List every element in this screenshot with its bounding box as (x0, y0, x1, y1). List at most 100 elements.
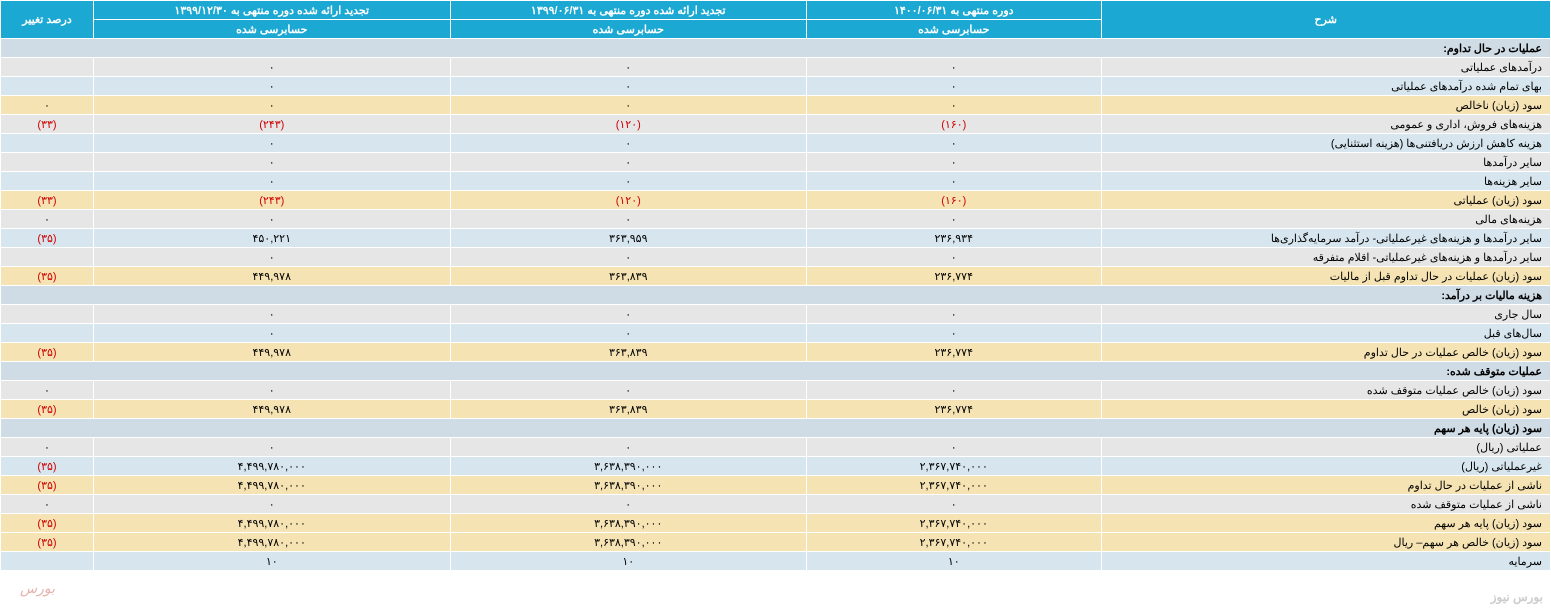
cell-pct: (۳۵) (1, 400, 94, 419)
cell-pct: (۳۵) (1, 343, 94, 362)
cell-c2: ۰ (450, 305, 807, 324)
row-desc: سایر درآمدها (1101, 153, 1551, 172)
table-row: سال‌های قبل۰۰۰ (1, 324, 1551, 343)
cell-c2: ۳,۶۳۸,۳۹۰,۰۰۰ (450, 476, 807, 495)
table-row: هزینه‌های مالی۰۰۰۰ (1, 210, 1551, 229)
table-row: هزینه کاهش ارزش دریافتنی‌ها (هزینه استثن… (1, 134, 1551, 153)
cell-c2: ۰ (450, 77, 807, 96)
cell-pct: (۳۵) (1, 514, 94, 533)
cell-c1: ۲۳۶,۷۷۴ (807, 267, 1102, 286)
row-desc: سایر درآمدها و هزینه‌های غیرعملیاتی- اقل… (1101, 248, 1551, 267)
cell-pct: ۰ (1, 210, 94, 229)
cell-pct: ۰ (1, 495, 94, 514)
watermark-text: بورس نیوز (1491, 590, 1543, 604)
cell-pct: (۳۵) (1, 457, 94, 476)
section-header: عملیات متوقف شده: (1, 362, 1551, 381)
cell-c3: ۰ (94, 438, 451, 457)
cell-pct (1, 552, 94, 571)
cell-c1: ۰ (807, 58, 1102, 77)
cell-c1: ۰ (807, 77, 1102, 96)
cell-c1: ۰ (807, 495, 1102, 514)
cell-c1: ۰ (807, 210, 1102, 229)
table-row: سود (زیان) عملیاتی(۱۶۰)(۱۲۰)(۲۴۳)(۳۳) (1, 191, 1551, 210)
table-row: سود (زیان) پایه هر سهم۲,۳۶۷,۷۴۰,۰۰۰۳,۶۳۸… (1, 514, 1551, 533)
row-desc: سود (زیان) عملیات در حال تداوم قبل از ما… (1101, 267, 1551, 286)
cell-c3: (۲۴۳) (94, 191, 451, 210)
cell-pct (1, 172, 94, 191)
row-desc: درآمدهای عملیاتی (1101, 58, 1551, 77)
cell-c1: ۲۳۶,۷۷۴ (807, 343, 1102, 362)
cell-c2: ۰ (450, 210, 807, 229)
cell-c3: ۴۴۹,۹۷۸ (94, 343, 451, 362)
cell-pct (1, 58, 94, 77)
cell-c3: ۰ (94, 172, 451, 191)
row-desc: سود (زیان) پایه هر سهم (1101, 514, 1551, 533)
cell-c3: ۰ (94, 495, 451, 514)
table-row: عملیات متوقف شده: (1, 362, 1551, 381)
table-header: شرح دوره منتهی به ۱۴۰۰/۰۶/۳۱ تجدید ارائه… (1, 1, 1551, 39)
table-row: سایر درآمدها و هزینه‌های غیرعملیاتی- اقل… (1, 248, 1551, 267)
table-row: سایر هزینه‌ها۰۰۰ (1, 172, 1551, 191)
row-desc: سال‌های قبل (1101, 324, 1551, 343)
row-desc: سود (زیان) عملیاتی (1101, 191, 1551, 210)
table-row: سود (زیان) خالص عملیات متوقف شده۰۰۰۰ (1, 381, 1551, 400)
cell-pct: (۳۳) (1, 191, 94, 210)
cell-c1: ۲۳۶,۷۷۴ (807, 400, 1102, 419)
cell-c2: ۰ (450, 438, 807, 457)
cell-c2: ۰ (450, 248, 807, 267)
header-desc: شرح (1101, 1, 1551, 39)
cell-pct (1, 248, 94, 267)
cell-c1: ۲۳۶,۹۳۴ (807, 229, 1102, 248)
cell-c2: (۱۲۰) (450, 191, 807, 210)
cell-c1: ۰ (807, 324, 1102, 343)
cell-c2: ۰ (450, 381, 807, 400)
table-row: درآمدهای عملیاتی۰۰۰ (1, 58, 1551, 77)
cell-c1: ۰ (807, 305, 1102, 324)
cell-c1: ۲,۳۶۷,۷۴۰,۰۰۰ (807, 457, 1102, 476)
header-c3-top: تجدید ارائه شده دوره منتهی به ۱۳۹۹/۱۲/۳۰ (94, 1, 451, 20)
table-row: سود (زیان) ناخالص۰۰۰۰ (1, 96, 1551, 115)
header-c2-sub: حسابرسی شده (450, 20, 807, 39)
cell-pct (1, 305, 94, 324)
cell-pct (1, 153, 94, 172)
cell-c1: ۰ (807, 381, 1102, 400)
row-desc: غیرعملیاتی (ریال) (1101, 457, 1551, 476)
table-row: عملیاتی (ریال)۰۰۰۰ (1, 438, 1551, 457)
cell-pct: ۰ (1, 96, 94, 115)
cell-c2: ۰ (450, 324, 807, 343)
row-desc: سال جاری (1101, 305, 1551, 324)
cell-c2: ۰ (450, 58, 807, 77)
section-header: عملیات در حال تداوم: (1, 39, 1551, 58)
cell-pct: (۳۵) (1, 267, 94, 286)
table-row: سود (زیان) خالص۲۳۶,۷۷۴۳۶۳,۸۳۹۴۴۹,۹۷۸(۳۵) (1, 400, 1551, 419)
cell-c2: ۳۶۳,۸۳۹ (450, 267, 807, 286)
section-header: سود (زیان) پایه هر سهم (1, 419, 1551, 438)
cell-c3: ۰ (94, 134, 451, 153)
row-desc: سایر درآمدها و هزینه‌های غیرعملیاتی- درآ… (1101, 229, 1551, 248)
table-row: سایر درآمدها۰۰۰ (1, 153, 1551, 172)
cell-c2: (۱۲۰) (450, 115, 807, 134)
cell-c1: ۰ (807, 96, 1102, 115)
table-row: هزینه مالیات بر درآمد: (1, 286, 1551, 305)
cell-c1: ۲,۳۶۷,۷۴۰,۰۰۰ (807, 514, 1102, 533)
cell-c3: (۲۴۳) (94, 115, 451, 134)
row-desc: ناشی از عملیات متوقف شده (1101, 495, 1551, 514)
table-row: عملیات در حال تداوم: (1, 39, 1551, 58)
cell-pct (1, 324, 94, 343)
table-row: غیرعملیاتی (ریال)۲,۳۶۷,۷۴۰,۰۰۰۳,۶۳۸,۳۹۰,… (1, 457, 1551, 476)
table-row: سود (زیان) پایه هر سهم (1, 419, 1551, 438)
header-c1-sub: حسابرسی شده (807, 20, 1102, 39)
row-desc: عملیاتی (ریال) (1101, 438, 1551, 457)
header-c1-top: دوره منتهی به ۱۴۰۰/۰۶/۳۱ (807, 1, 1102, 20)
table-row: سود (زیان) خالص عملیات در حال تداوم۲۳۶,۷… (1, 343, 1551, 362)
cell-c2: ۰ (450, 134, 807, 153)
row-desc: سود (زیان) ناخالص (1101, 96, 1551, 115)
cell-pct (1, 134, 94, 153)
cell-c3: ۰ (94, 248, 451, 267)
cell-pct: (۳۳) (1, 115, 94, 134)
header-c2-top: تجدید ارائه شده دوره منتهی به ۱۳۹۹/۰۶/۳۱ (450, 1, 807, 20)
row-desc: سرمایه (1101, 552, 1551, 571)
row-desc: بهای تمام شده درآمدهای عملیاتی (1101, 77, 1551, 96)
row-desc: سود (زیان) خالص هر سهم– ریال (1101, 533, 1551, 552)
row-desc: هزینه‌های مالی (1101, 210, 1551, 229)
